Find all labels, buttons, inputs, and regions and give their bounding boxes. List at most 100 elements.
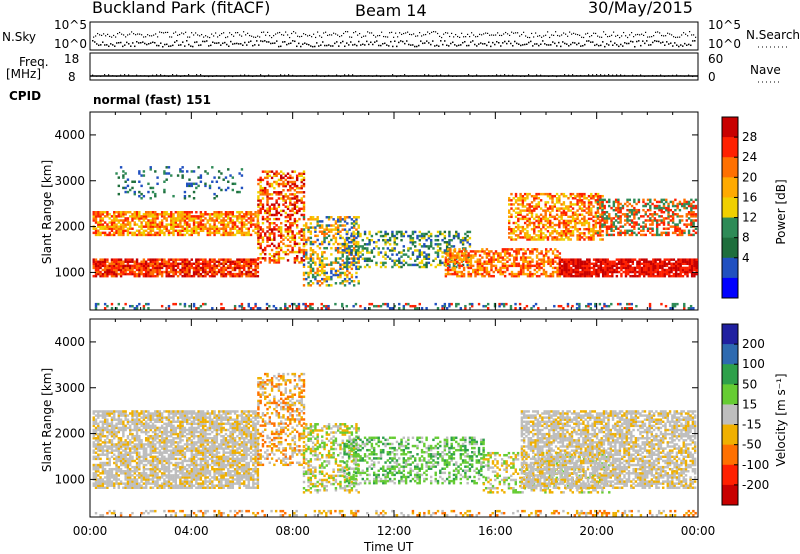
power-echo-cell xyxy=(388,236,392,240)
nsearch-point xyxy=(255,36,257,38)
power-echo-cell xyxy=(233,266,237,270)
power-echo-cell xyxy=(382,261,385,265)
power-echo-cell xyxy=(535,225,538,229)
power-echo-cell xyxy=(302,191,306,194)
power-echo-cell xyxy=(637,223,641,226)
power-echo-cell xyxy=(483,250,486,253)
power-echo-cell xyxy=(523,209,527,212)
power-echo-cell xyxy=(204,217,207,220)
power-echo-cell xyxy=(167,233,171,237)
power-echo-cell xyxy=(531,252,534,255)
power-echo-cell xyxy=(316,218,319,221)
power-echo-cell xyxy=(628,219,631,222)
power-echo-cell xyxy=(565,266,568,270)
power-echo-cell xyxy=(257,211,260,215)
power-echo-cell xyxy=(222,258,225,261)
power-echo-cell xyxy=(647,268,650,272)
power-echo-cell xyxy=(92,264,95,268)
power-echo-cell xyxy=(282,238,285,241)
power-echo-cell xyxy=(117,225,121,228)
power-echo-cell xyxy=(558,232,561,235)
power-echo-cell xyxy=(651,233,654,237)
power-echo-cell xyxy=(350,245,353,248)
power-echo-cell xyxy=(416,249,419,252)
power-echo-cell xyxy=(291,180,294,184)
power-echo-cell xyxy=(469,258,473,261)
nave-point xyxy=(428,74,430,76)
power-echo-cell xyxy=(341,236,344,240)
power-echo-cell xyxy=(514,238,518,241)
power-echo-cell xyxy=(339,273,342,277)
power-echo-cell xyxy=(199,217,203,220)
power-echo-cell xyxy=(476,260,479,263)
power-echo-cell xyxy=(626,221,629,224)
power-echo-cell xyxy=(688,268,692,272)
power-echo-cell xyxy=(275,211,278,215)
power-echo-cell xyxy=(334,282,338,285)
power-echo-cell xyxy=(339,234,342,238)
power-echo-cell xyxy=(526,230,529,233)
power-echo-cell xyxy=(542,264,546,268)
power-echo-cell xyxy=(115,272,118,276)
power-echo-cell xyxy=(391,249,394,252)
power-echo-cell xyxy=(181,262,184,266)
nave-point xyxy=(160,74,162,76)
power-echo-cell xyxy=(517,264,521,268)
nsearch-point xyxy=(169,36,171,38)
power-echo-cell xyxy=(282,182,285,186)
power-echo-cell xyxy=(293,180,297,184)
power-echo-cell xyxy=(361,245,364,248)
nsky-point xyxy=(458,44,460,47)
power-echo-cell xyxy=(614,227,618,230)
power-echo-cell xyxy=(181,225,184,228)
power-echo-cell xyxy=(133,274,136,278)
power-echo-cell xyxy=(553,227,556,231)
power-echo-cell xyxy=(135,258,139,261)
nsky-point xyxy=(276,40,278,42)
power-echo-cell xyxy=(686,272,689,276)
power-echo-cell xyxy=(160,258,164,261)
power-echo-cell xyxy=(429,238,433,242)
power-echo-cell xyxy=(583,205,586,208)
power-echo-cell xyxy=(138,219,141,222)
power-echo-cell xyxy=(611,274,614,278)
power-echo-cell xyxy=(275,170,278,173)
power-echo-cell xyxy=(681,258,685,261)
power-echo-cell xyxy=(686,260,689,263)
power-echo-cell xyxy=(231,262,235,266)
power-echo-cell xyxy=(115,225,118,228)
power-echo-cell xyxy=(176,213,180,216)
power-echo-cell xyxy=(628,215,631,218)
power-echo-cell xyxy=(642,200,645,204)
power-echo-cell xyxy=(229,211,232,214)
power-echo-cell xyxy=(633,274,637,278)
power-echo-cell xyxy=(99,262,102,266)
power-echo-cell xyxy=(665,264,669,268)
nsearch-point xyxy=(225,36,227,39)
nsearch-point xyxy=(649,36,651,38)
power-echo-cell xyxy=(341,255,344,258)
power-echo-cell xyxy=(140,264,143,268)
power-echo-cell xyxy=(302,238,306,242)
power-echo-cell xyxy=(186,221,189,224)
power-echo-cell xyxy=(670,258,673,261)
power-echo-cell xyxy=(355,249,358,252)
nsky-point xyxy=(152,41,154,44)
power-echo-cell xyxy=(668,272,671,276)
power-echo-cell xyxy=(113,225,116,228)
power-echo-cell xyxy=(617,215,620,218)
power-echo-cell xyxy=(131,272,134,276)
power-echo-cell xyxy=(352,263,355,267)
power-echo-cell xyxy=(522,248,525,251)
power-echo-cell xyxy=(517,203,520,206)
power-echo-cell xyxy=(578,194,582,198)
nave-point xyxy=(176,74,178,76)
power-echo-cell xyxy=(617,204,620,208)
power-echo-cell xyxy=(295,176,299,180)
nsky-point xyxy=(162,45,164,48)
power-echo-cell xyxy=(99,258,102,261)
power-echo-cell xyxy=(259,226,262,229)
power-echo-cell xyxy=(386,247,390,250)
power-echo-cell xyxy=(298,199,301,202)
power-echo-cell xyxy=(231,268,235,272)
